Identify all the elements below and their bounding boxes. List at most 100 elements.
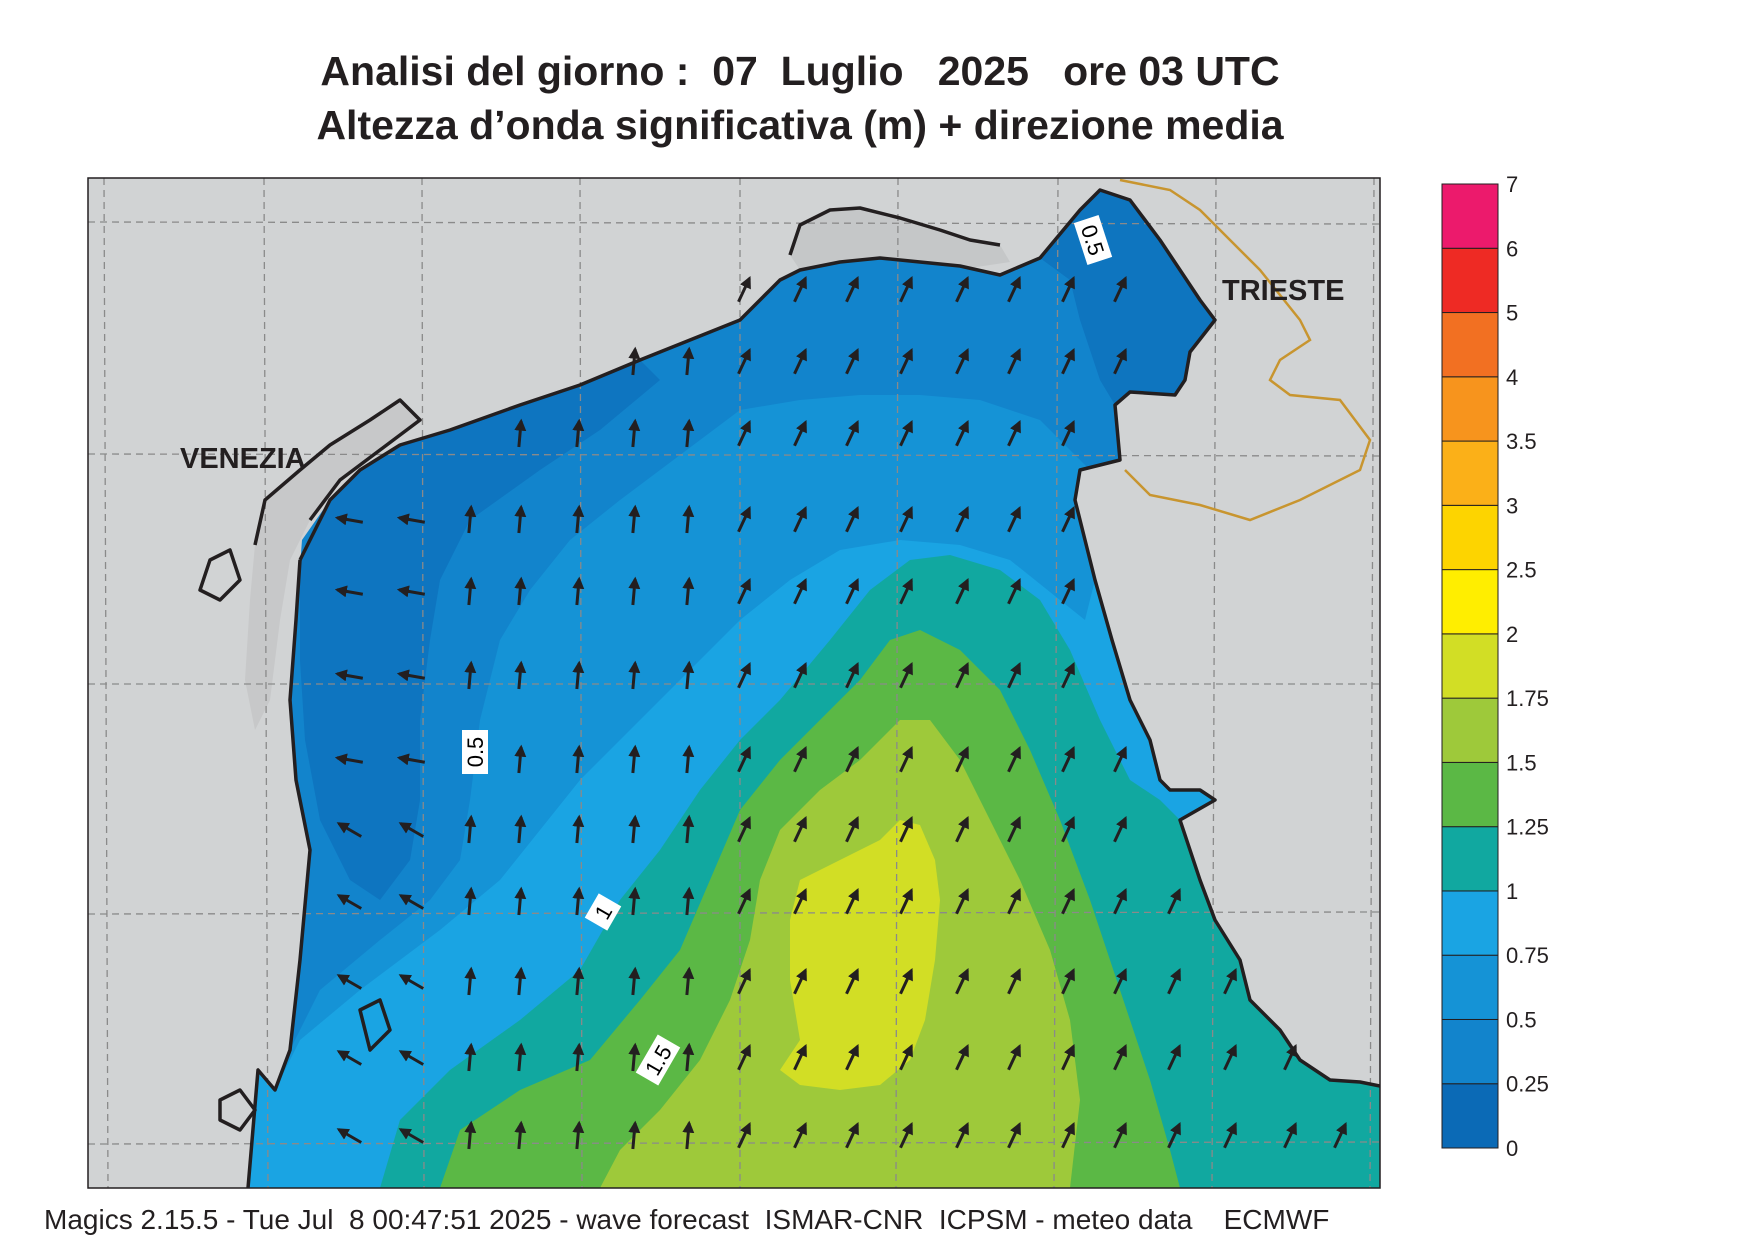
legend-tick-label: 1 <box>1506 879 1518 904</box>
direction-arrow <box>572 1042 585 1072</box>
direction-arrow <box>899 968 913 995</box>
direction-arrow <box>1113 348 1127 375</box>
legend-tick-label: 1.75 <box>1506 686 1549 711</box>
direction-arrow <box>628 576 641 606</box>
direction-arrow <box>899 1044 913 1071</box>
direction-arrow <box>572 1120 585 1150</box>
direction-arrow <box>899 662 913 689</box>
direction-arrow <box>572 744 585 774</box>
direction-arrow <box>845 348 859 375</box>
direction-arrow <box>1167 968 1181 995</box>
direction-arrow <box>899 888 913 915</box>
direction-arrow <box>793 506 807 533</box>
contour-label-1: 1 <box>584 893 622 931</box>
direction-arrow <box>955 888 969 915</box>
direction-arrow <box>1223 1122 1237 1149</box>
direction-arrow <box>845 420 859 447</box>
direction-arrow <box>1167 888 1181 915</box>
direction-arrow <box>955 276 969 303</box>
direction-arrow <box>793 1044 807 1071</box>
direction-arrow <box>514 1120 527 1150</box>
legend-tick-label: 3 <box>1506 493 1518 518</box>
direction-arrow <box>572 576 585 606</box>
legend-tick-label: 1.5 <box>1506 750 1537 775</box>
direction-arrow <box>628 418 641 448</box>
direction-arrow <box>682 576 695 606</box>
direction-arrow <box>396 669 426 682</box>
direction-arrow <box>737 888 751 915</box>
direction-arrow <box>334 753 364 766</box>
direction-arrow <box>845 276 859 303</box>
direction-arrow <box>845 662 859 689</box>
map-panel <box>88 178 1380 1188</box>
direction-arrow <box>682 1042 695 1072</box>
direction-arrow <box>1007 746 1021 773</box>
direction-arrow <box>737 1122 751 1149</box>
direction-arrow <box>464 504 477 534</box>
legend-swatch <box>1441 633 1499 699</box>
legend-tick-label: 5 <box>1506 301 1518 326</box>
lagoon-land <box>245 400 420 730</box>
sea-band-175-2 <box>780 820 940 1090</box>
legend-swatch <box>1441 569 1499 635</box>
direction-arrow <box>682 346 695 376</box>
direction-arrow <box>1007 816 1021 843</box>
direction-arrow <box>1007 420 1021 447</box>
direction-arrow <box>899 578 913 605</box>
legend-tick-label: 0 <box>1506 1136 1518 1161</box>
direction-arrow <box>793 420 807 447</box>
direction-arrow <box>899 746 913 773</box>
legend-tick-label: 6 <box>1506 236 1518 261</box>
direction-arrow <box>514 504 527 534</box>
direction-arrow <box>845 746 859 773</box>
direction-arrow <box>793 1122 807 1149</box>
direction-arrow <box>737 746 751 773</box>
direction-arrow <box>1113 888 1127 915</box>
direction-arrow <box>1061 888 1075 915</box>
direction-arrow <box>737 662 751 689</box>
direction-arrow <box>464 660 477 690</box>
legend-tick-label: 0.75 <box>1506 943 1549 968</box>
direction-arrow <box>628 814 641 844</box>
direction-arrow <box>793 968 807 995</box>
direction-arrow <box>793 662 807 689</box>
direction-arrow <box>899 816 913 843</box>
direction-arrow <box>1061 578 1075 605</box>
direction-arrow <box>1007 888 1021 915</box>
direction-arrow <box>396 753 426 766</box>
direction-arrow <box>1061 816 1075 843</box>
direction-arrow <box>336 894 363 910</box>
legend-swatch <box>1441 826 1499 892</box>
direction-arrow <box>1167 1044 1181 1071</box>
contour-label-15: 1.5 <box>635 1034 681 1086</box>
coastlines <box>198 188 1380 1188</box>
direction-arrow <box>514 660 527 690</box>
direction-arrow <box>1283 1122 1297 1149</box>
direction-arrow <box>1061 276 1075 303</box>
direction-arrow <box>1061 506 1075 533</box>
direction-arrow <box>793 276 807 303</box>
sea-band-0-025 <box>300 360 660 900</box>
direction-arrow <box>793 888 807 915</box>
direction-arrow <box>793 578 807 605</box>
direction-arrow <box>628 744 641 774</box>
direction-arrow <box>514 886 527 916</box>
direction-arrow <box>845 1044 859 1071</box>
direction-arrow <box>899 420 913 447</box>
legend-swatch <box>1441 761 1499 828</box>
direction-arrow <box>737 816 751 843</box>
direction-arrow <box>336 822 363 838</box>
direction-arrow <box>628 1120 641 1150</box>
direction-arrow <box>737 968 751 995</box>
direction-arrow <box>514 576 527 606</box>
direction-arrow <box>1167 1122 1181 1149</box>
direction-arrow <box>1113 746 1127 773</box>
direction-arrow <box>899 348 913 375</box>
direction-arrow <box>682 966 695 996</box>
direction-arrow <box>1007 506 1021 533</box>
direction-arrow <box>336 974 363 990</box>
legend-swatch <box>1441 247 1499 314</box>
direction-arrow <box>1223 1044 1237 1071</box>
legend-tick-label: 0.25 <box>1506 1072 1549 1097</box>
direction-arrow <box>1113 1044 1127 1071</box>
